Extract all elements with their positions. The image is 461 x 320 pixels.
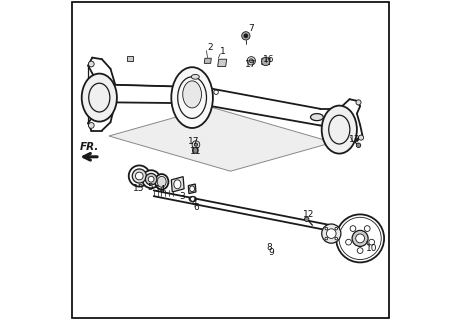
Circle shape bbox=[145, 173, 157, 185]
Ellipse shape bbox=[174, 180, 181, 189]
Polygon shape bbox=[218, 59, 227, 67]
Circle shape bbox=[336, 214, 384, 262]
Circle shape bbox=[325, 237, 328, 240]
Circle shape bbox=[350, 226, 356, 231]
Circle shape bbox=[261, 57, 270, 66]
Ellipse shape bbox=[189, 196, 196, 202]
Circle shape bbox=[136, 172, 143, 180]
Circle shape bbox=[325, 227, 328, 230]
Circle shape bbox=[369, 239, 374, 245]
Text: 2: 2 bbox=[207, 44, 213, 52]
Circle shape bbox=[89, 61, 94, 67]
Text: 11: 11 bbox=[190, 147, 202, 156]
Circle shape bbox=[335, 227, 337, 230]
Circle shape bbox=[356, 234, 365, 243]
Ellipse shape bbox=[189, 186, 195, 192]
Text: 15: 15 bbox=[133, 184, 144, 193]
Text: 12: 12 bbox=[303, 210, 314, 219]
Circle shape bbox=[364, 226, 370, 231]
Text: 17: 17 bbox=[245, 60, 256, 69]
Circle shape bbox=[359, 135, 364, 140]
Circle shape bbox=[129, 165, 150, 187]
Text: 1: 1 bbox=[219, 47, 225, 56]
Text: 8: 8 bbox=[266, 243, 272, 252]
Circle shape bbox=[89, 123, 94, 128]
Text: 5: 5 bbox=[147, 183, 153, 192]
Polygon shape bbox=[126, 56, 133, 61]
Text: 17: 17 bbox=[188, 137, 200, 146]
Circle shape bbox=[192, 141, 200, 148]
Ellipse shape bbox=[82, 74, 117, 122]
Text: 3: 3 bbox=[180, 192, 185, 201]
Text: 6: 6 bbox=[193, 203, 199, 212]
Polygon shape bbox=[171, 177, 184, 192]
Text: 9: 9 bbox=[269, 248, 274, 257]
Circle shape bbox=[356, 143, 361, 148]
Circle shape bbox=[244, 34, 248, 38]
Circle shape bbox=[148, 176, 154, 182]
Circle shape bbox=[242, 32, 250, 40]
Ellipse shape bbox=[311, 114, 323, 121]
Ellipse shape bbox=[183, 81, 201, 108]
Text: 14: 14 bbox=[155, 185, 166, 194]
Text: 16: 16 bbox=[262, 55, 274, 64]
Text: 13: 13 bbox=[349, 135, 361, 144]
Ellipse shape bbox=[322, 106, 357, 154]
Circle shape bbox=[357, 248, 363, 253]
Text: 4: 4 bbox=[192, 198, 197, 207]
Ellipse shape bbox=[155, 174, 168, 189]
Circle shape bbox=[247, 57, 255, 65]
Circle shape bbox=[195, 143, 198, 146]
Circle shape bbox=[326, 229, 336, 238]
Text: FR.: FR. bbox=[79, 142, 99, 152]
Circle shape bbox=[132, 169, 146, 183]
Polygon shape bbox=[188, 184, 196, 194]
Ellipse shape bbox=[191, 74, 199, 79]
Text: 7: 7 bbox=[248, 24, 254, 33]
Circle shape bbox=[304, 217, 309, 221]
Circle shape bbox=[192, 148, 198, 153]
Polygon shape bbox=[109, 107, 333, 171]
Ellipse shape bbox=[157, 176, 166, 187]
Text: 10: 10 bbox=[366, 244, 377, 253]
Circle shape bbox=[335, 237, 337, 240]
Circle shape bbox=[190, 197, 195, 201]
Polygon shape bbox=[204, 58, 211, 63]
Circle shape bbox=[249, 59, 253, 63]
Circle shape bbox=[322, 224, 341, 243]
Polygon shape bbox=[262, 58, 270, 65]
Circle shape bbox=[142, 170, 160, 188]
Circle shape bbox=[346, 239, 351, 245]
Ellipse shape bbox=[171, 67, 213, 128]
Circle shape bbox=[356, 100, 361, 105]
Circle shape bbox=[352, 230, 368, 246]
